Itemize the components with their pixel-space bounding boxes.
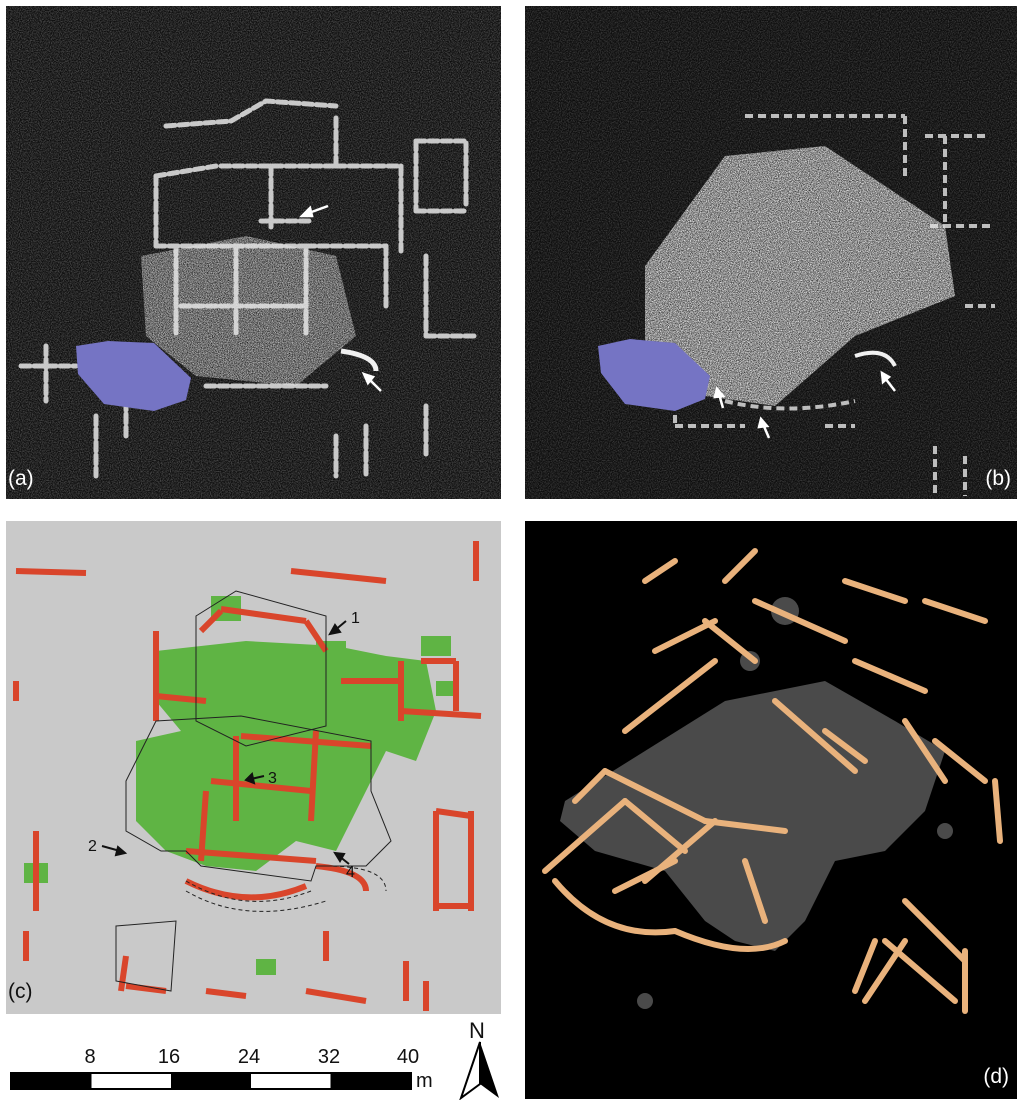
scale-unit: m [416, 1070, 433, 1092]
interpretation-outlines [115, 590, 392, 992]
panel-b-gpr-slice: (b) [525, 6, 1017, 499]
arrow-annotations-b [713, 370, 896, 439]
north-label: N [469, 1018, 485, 1043]
callout-4: 4 [346, 864, 355, 881]
panel-c-interpretation-map: 1 2 3 4 (c) [6, 521, 501, 1014]
panel-d-3d-render: (d) [525, 521, 1017, 1099]
north-arrow: N [455, 1018, 505, 1100]
render-3d-image [525, 521, 1017, 1099]
panel-d-label: (d) [983, 1065, 1009, 1088]
north-arrow-icon [459, 1041, 499, 1100]
scale-bar: 8 16 24 32 40 m [6, 1020, 506, 1100]
masked-area [598, 339, 710, 411]
panel-a-label: (a) [8, 467, 34, 490]
interpretation-map: 1 2 3 4 [6, 521, 501, 1014]
scale-tick-32: 32 [317, 1046, 341, 1068]
scale-tick-24: 24 [237, 1046, 261, 1068]
callout-1: 1 [351, 610, 360, 627]
scale-tick-16: 16 [157, 1046, 181, 1068]
panel-c-label: (c) [8, 980, 33, 1003]
wall-lines [13, 541, 482, 1011]
panel-a-gpr-slice: (a) [6, 6, 501, 499]
callout-3: 3 [268, 770, 277, 787]
panel-b-label: (b) [985, 467, 1011, 490]
scale-tick-40: 40 [396, 1046, 420, 1068]
scale-tick-8: 8 [84, 1046, 96, 1068]
masked-area [76, 341, 191, 411]
floor-areas [24, 596, 458, 975]
callout-2: 2 [88, 838, 97, 855]
scale-bar-segments [10, 1072, 412, 1090]
wall-volumes [542, 548, 1003, 1014]
gpr-slice-b-image [525, 6, 1017, 499]
gpr-slice-a-image [6, 6, 501, 499]
callout-arrows [101, 620, 350, 865]
arrow-annotations-a [298, 204, 382, 392]
